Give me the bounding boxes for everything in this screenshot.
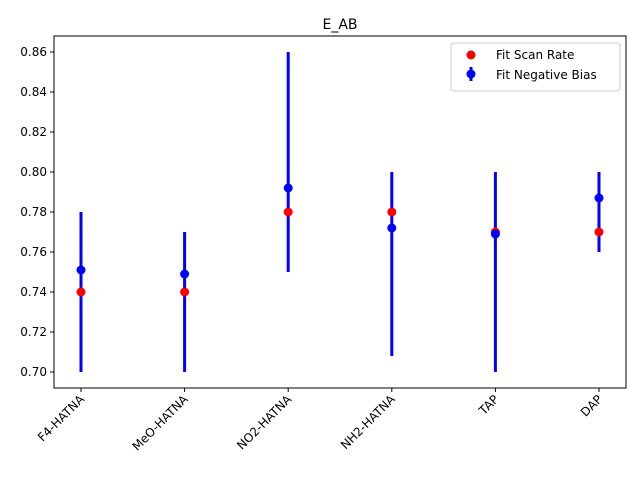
negative-bias-point [283, 183, 293, 193]
legend-box [450, 42, 621, 92]
negative-bias-point [594, 193, 604, 203]
negative-bias-point [387, 223, 397, 233]
y-tick-label: 0.82 [20, 125, 47, 139]
scan-rate-point [594, 227, 604, 237]
y-tick-label: 0.86 [20, 45, 47, 59]
scan-rate-point [283, 207, 293, 217]
legend-label-negative-bias: Fit Negative Bias [496, 68, 597, 82]
negative-bias-point [180, 269, 190, 279]
y-tick-label: 0.78 [20, 205, 47, 219]
legend-label-scan-rate: Fit Scan Rate [496, 48, 574, 62]
y-tick-label: 0.84 [20, 85, 47, 99]
legend-marker-negative-bias [466, 69, 476, 79]
y-tick-label: 0.76 [20, 245, 47, 259]
legend: Fit Scan Rate Fit Negative Bias [450, 42, 621, 92]
chart-title: E_AB [322, 17, 357, 33]
legend-marker-scan-rate [466, 50, 476, 60]
plot-frame [53, 35, 627, 389]
y-tick-label: 0.70 [20, 365, 47, 379]
data-marks [76, 52, 604, 372]
y-tick-label: 0.72 [20, 325, 47, 339]
scan-rate-point [76, 287, 86, 297]
scan-rate-point [180, 287, 190, 297]
y-tick-label: 0.80 [20, 165, 47, 179]
negative-bias-point [490, 229, 500, 239]
y-tick-label: 0.74 [20, 285, 47, 299]
scan-rate-point [387, 207, 397, 217]
negative-bias-point [76, 265, 86, 275]
